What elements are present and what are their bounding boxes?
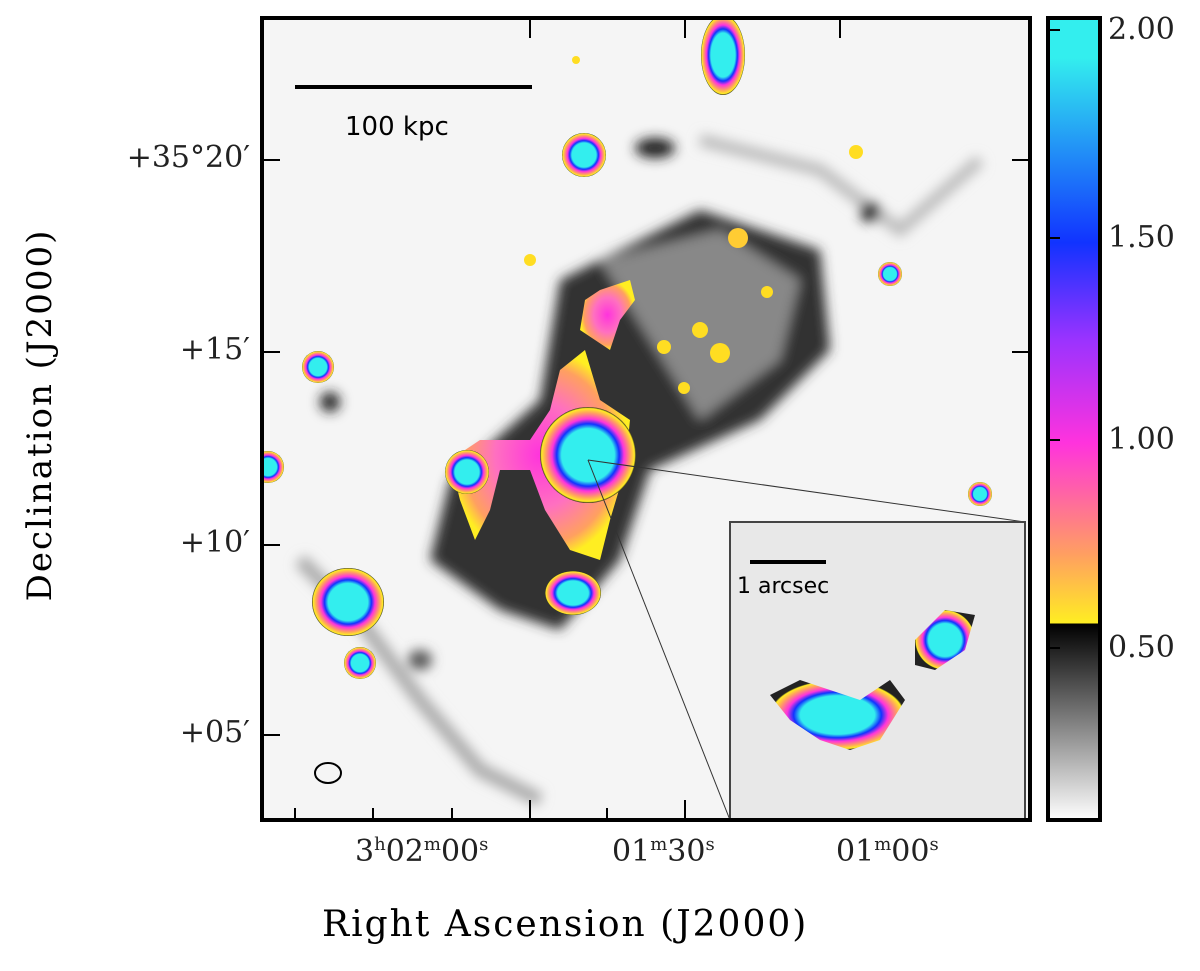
beam-ellipse xyxy=(314,762,342,784)
x-tick-label: 01m30s xyxy=(612,834,715,869)
inset-connector xyxy=(587,459,731,820)
colorbar-tick-label: 1.00 xyxy=(1108,422,1175,457)
inset-scale-bar-label: 1 arcsec xyxy=(737,574,830,599)
inset-connector xyxy=(587,459,1026,523)
inset-panel xyxy=(729,521,1026,820)
x-tick-label: 3h02m00s xyxy=(355,834,489,869)
scale-bar-label: 100 kpc xyxy=(345,112,449,142)
tick-marks xyxy=(262,18,1030,820)
y-tick-label: +35°20′ xyxy=(126,140,250,175)
y-tick-label: +10′ xyxy=(179,525,250,560)
y-tick-label: +15′ xyxy=(179,332,250,367)
x-tick-label: 01m00s xyxy=(836,834,939,869)
y-tick-label: +05′ xyxy=(179,715,250,750)
colorbar-tick-label: 0.50 xyxy=(1108,630,1175,665)
sources xyxy=(262,18,992,679)
y-axis-title: Declination (J2000) xyxy=(20,228,60,602)
colorbar xyxy=(1046,16,1102,822)
plot-frame xyxy=(260,16,1032,822)
colorbar-tick-label: 2.00 xyxy=(1108,12,1175,47)
colorbar-tick-label: 1.50 xyxy=(1108,220,1175,255)
x-axis-title: Right Ascension (J2000) xyxy=(322,904,809,945)
